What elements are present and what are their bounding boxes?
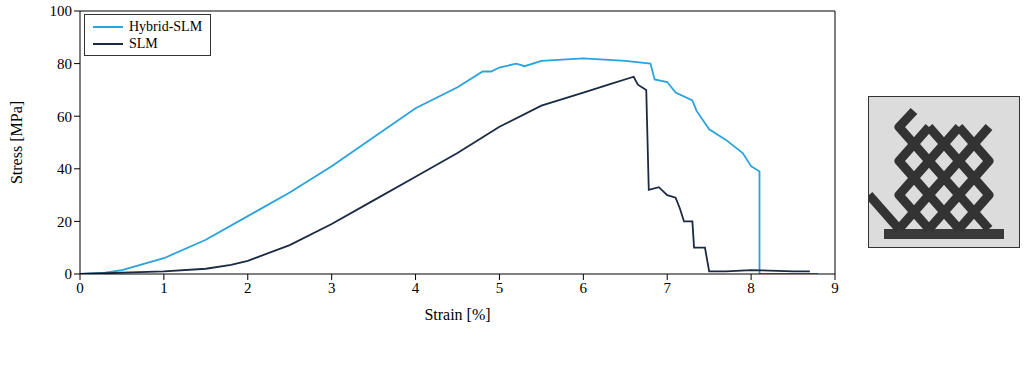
html-text:Hybrid-SLM: Hybrid-SLM <box>129 19 203 34</box>
svg-text:40: 40 <box>57 161 72 177</box>
svg-text:1: 1 <box>160 280 168 296</box>
svg-text:100: 100 <box>50 3 73 19</box>
svg-text:Strain [%]: Strain [%] <box>424 306 490 323</box>
svg-text:Stress [MPa]: Stress [MPa] <box>8 101 25 184</box>
svg-text:4: 4 <box>412 280 420 296</box>
svg-text:20: 20 <box>57 214 72 230</box>
svg-text:9: 9 <box>831 280 839 296</box>
svg-text:0: 0 <box>65 266 73 282</box>
svg-text:6: 6 <box>580 280 588 296</box>
svg-text:5: 5 <box>496 280 504 296</box>
svg-text:8: 8 <box>747 280 755 296</box>
svg-text:2: 2 <box>244 280 252 296</box>
svg-text:3: 3 <box>328 280 336 296</box>
svg-text:0: 0 <box>76 280 84 296</box>
svg-text:7: 7 <box>663 280 671 296</box>
svg-text:60: 60 <box>57 109 72 125</box>
html-text:SLM: SLM <box>129 36 158 51</box>
svg-text:80: 80 <box>57 56 72 72</box>
